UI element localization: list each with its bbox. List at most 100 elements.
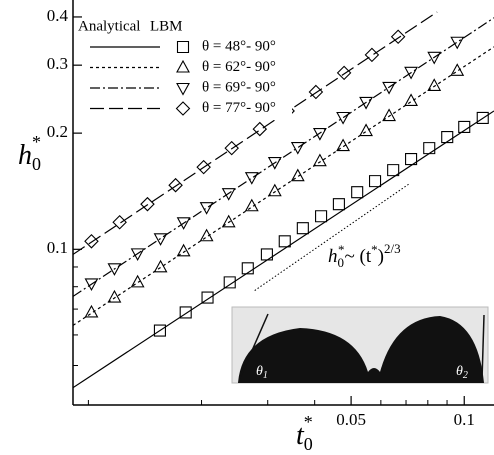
marker: [405, 153, 418, 166]
marker: [112, 215, 127, 230]
marker: [224, 140, 239, 156]
marker: [336, 65, 352, 81]
marker: [199, 228, 214, 242]
legend-header: Analytical: [78, 18, 140, 34]
marker: [427, 78, 442, 91]
marker: [390, 29, 406, 45]
marker: [175, 101, 191, 116]
marker: [130, 274, 145, 288]
marker: [221, 214, 236, 228]
legend-label: θ = 77°- 90°: [202, 100, 276, 116]
y-label-base: h: [18, 140, 32, 171]
marker: [382, 108, 397, 122]
marker: [404, 66, 418, 80]
marker: [84, 278, 99, 292]
x-label-sup: *: [304, 412, 313, 432]
marker: [359, 96, 373, 110]
x-axis-label: t0*: [296, 412, 313, 454]
marker: [351, 186, 364, 199]
marker: [382, 81, 397, 95]
x-tick-label: 0.05: [336, 410, 366, 429]
marker: [179, 306, 192, 319]
marker: [458, 120, 471, 134]
marker: [290, 141, 305, 155]
marker: [176, 40, 190, 54]
marker: [153, 324, 166, 337]
theta-sub: 1: [263, 370, 268, 381]
marker: [364, 47, 380, 63]
marker: [359, 123, 373, 137]
marker: [84, 304, 99, 318]
droplets: [238, 316, 484, 383]
marker: [168, 177, 183, 193]
marker: [336, 138, 350, 152]
marker: [267, 157, 282, 170]
marker: [107, 289, 122, 303]
x-label-base: t: [296, 420, 305, 451]
marker: [278, 235, 291, 248]
inset-label: θ2: [456, 364, 468, 381]
y-label-sup: *: [32, 132, 41, 152]
fit-line: [73, 46, 494, 326]
marker: [201, 291, 214, 304]
theta: θ: [256, 364, 263, 379]
marker: [140, 196, 155, 212]
marker: [315, 210, 328, 223]
marker: [267, 183, 282, 197]
marker: [332, 198, 345, 211]
marker: [290, 168, 305, 182]
ann-part: 0: [338, 255, 345, 270]
marker: [84, 234, 99, 249]
legend: Analytical LBM θ = 48°- 90° θ = 62°- 90° θ =…: [75, 13, 292, 120]
marker: [441, 130, 454, 144]
marker: [244, 172, 259, 185]
marker: [153, 233, 168, 246]
marker: [312, 127, 327, 141]
marker: [153, 259, 168, 273]
marker: [223, 276, 236, 289]
y-tick-label: 0.2: [47, 122, 68, 141]
legend-label: θ = 69°- 90°: [202, 79, 276, 95]
x-label-sub: 0: [304, 434, 313, 454]
ann-part: ): [378, 246, 384, 267]
marker: [130, 248, 145, 262]
marker: [336, 111, 350, 125]
marker: [260, 248, 273, 261]
inset-label: θ1: [256, 364, 268, 381]
fit-line: [73, 110, 494, 389]
legend-header: LBM: [150, 18, 183, 34]
marker: [427, 51, 442, 65]
y-label-sub: 0: [32, 154, 41, 174]
marker: [476, 111, 489, 124]
marker: [368, 175, 382, 188]
marker: [107, 263, 122, 276]
marker: [199, 202, 214, 215]
marker: [252, 121, 268, 137]
tangent: [239, 313, 269, 379]
marker: [387, 164, 400, 177]
y-tick-label: 0.1: [47, 238, 68, 257]
marker: [450, 36, 465, 50]
marker: [176, 82, 190, 96]
plot-area: [73, 11, 494, 389]
reference-line: [254, 182, 411, 291]
y-tick-label: 0.4: [47, 6, 69, 25]
fit-line: [73, 17, 494, 297]
marker: [450, 63, 465, 76]
marker: [221, 188, 236, 201]
marker: [176, 217, 191, 230]
marker: [196, 159, 211, 175]
marker: [312, 153, 327, 167]
ann-part: *: [338, 242, 345, 257]
marker: [404, 93, 418, 107]
inset: θ1 θ2: [231, 306, 489, 384]
legend-label: θ = 62°- 90°: [202, 59, 276, 75]
ann-part: h: [328, 246, 338, 267]
theta-sub: 2: [463, 370, 468, 381]
theta: θ: [456, 364, 463, 379]
ann-part: *: [371, 242, 378, 257]
marker: [176, 243, 191, 257]
x-tick-label: 0.1: [454, 410, 475, 429]
marker: [296, 222, 309, 235]
